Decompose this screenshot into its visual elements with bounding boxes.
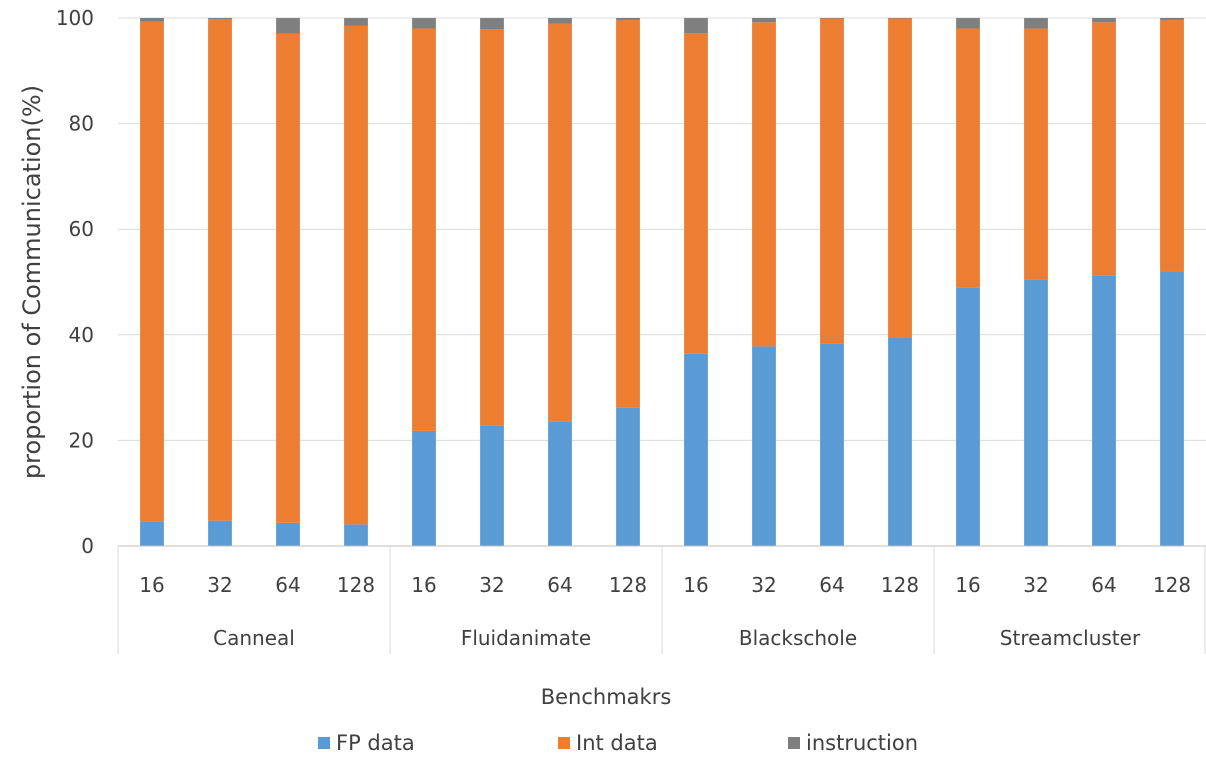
x-tick-label: 128 [609,573,647,597]
bar-int-data-streamcluster-64 [1092,22,1116,276]
bar-int-data-streamcluster-128 [1160,20,1184,272]
legend: FP data Int data instruction [318,731,918,755]
y-tick-label: 20 [69,428,94,452]
legend-swatch-fp-data [318,737,330,749]
bar-int-data-canneal-16 [140,21,164,522]
bar-instruction-streamcluster-32 [1024,18,1048,29]
bar-fp-data-fluidanimate-16 [412,430,436,546]
bar-fp-data-fluidanimate-32 [480,425,504,546]
bar-instruction-streamcluster-128 [1160,18,1184,21]
x-tick-label: 64 [819,573,844,597]
bar-int-data-blackschole-32 [752,22,776,347]
bar-instruction-fluidanimate-32 [480,18,504,30]
bar-instruction-blackschole-32 [752,18,776,23]
x-tick-label: 32 [1023,573,1048,597]
y-tick-label: 0 [81,534,94,558]
x-tick-label: 32 [479,573,504,597]
x-tick-label: 64 [1091,573,1116,597]
bar-int-data-fluidanimate-64 [548,23,572,422]
y-tick-label: 80 [69,112,94,136]
bars [140,18,1184,546]
bar-instruction-blackschole-128 [888,18,912,19]
x-axis-label: Benchmakrs [541,685,672,709]
x-tick-label: 64 [275,573,300,597]
bar-instruction-blackschole-16 [684,18,708,34]
bar-instruction-streamcluster-64 [1092,18,1116,23]
bar-instruction-canneal-32 [208,18,232,20]
bar-instruction-fluidanimate-16 [412,18,436,29]
bar-int-data-canneal-128 [344,25,368,525]
x-tick-label: 16 [955,573,980,597]
x-tick-label: 16 [139,573,164,597]
x-tick-label: 16 [411,573,436,597]
bar-instruction-blackschole-64 [820,18,844,19]
bar-instruction-fluidanimate-128 [616,18,640,21]
bar-fp-data-blackschole-16 [684,353,708,546]
bar-fp-data-streamcluster-128 [1160,271,1184,546]
x-tick-label: 16 [683,573,708,597]
y-tick-label: 100 [56,6,94,30]
bar-instruction-canneal-64 [276,18,300,34]
x-group-label: Blackschole [739,626,857,650]
bar-instruction-canneal-16 [140,18,164,22]
y-tick-label: 40 [69,323,94,347]
bar-fp-data-blackschole-32 [752,346,776,546]
bar-instruction-canneal-128 [344,18,368,26]
bar-fp-data-fluidanimate-64 [548,421,572,546]
bar-int-data-fluidanimate-128 [616,20,640,408]
bar-fp-data-streamcluster-64 [1092,275,1116,546]
x-group-label: Canneal [213,626,295,650]
bar-int-data-blackschole-16 [684,33,708,354]
bar-int-data-blackschole-128 [888,18,912,338]
bar-fp-data-canneal-64 [276,522,300,546]
legend-swatch-instruction [788,737,800,749]
bar-int-data-fluidanimate-32 [480,29,504,426]
x-tick-label: 64 [547,573,572,597]
bar-fp-data-canneal-32 [208,520,232,546]
bar-int-data-fluidanimate-16 [412,28,436,431]
bar-fp-data-blackschole-128 [888,337,912,546]
bar-fp-data-canneal-128 [344,524,368,546]
bar-int-data-streamcluster-32 [1024,28,1048,280]
bar-int-data-canneal-64 [276,33,300,523]
bar-fp-data-streamcluster-16 [956,287,980,546]
y-axis-label: proportion of Communication(%) [18,85,46,479]
axes: 16 32 64 128 Canneal 16 32 64 128 Fluidanimate 16 3… [117,545,1206,654]
legend-label: Int data [576,731,658,755]
bar-int-data-canneal-32 [208,19,232,521]
bar-instruction-streamcluster-16 [956,18,980,29]
x-tick-label: 128 [1153,573,1191,597]
x-tick-label: 32 [751,573,776,597]
x-tick-label: 128 [881,573,919,597]
x-group-label: Streamcluster [1000,626,1141,650]
bar-int-data-streamcluster-16 [956,28,980,288]
legend-label: FP data [336,731,415,755]
bar-fp-data-fluidanimate-128 [616,407,640,546]
legend-swatch-int-data [558,737,570,749]
bar-fp-data-streamcluster-32 [1024,279,1048,546]
bar-int-data-blackschole-64 [820,18,844,344]
bar-instruction-fluidanimate-64 [548,18,572,24]
x-tick-label: 32 [207,573,232,597]
x-group-label: Fluidanimate [461,626,591,650]
x-tick-label: 128 [337,573,375,597]
bar-fp-data-blackschole-64 [820,343,844,546]
y-tick-label: 60 [69,217,94,241]
bar-fp-data-canneal-16 [140,521,164,546]
legend-label: instruction [806,731,918,755]
